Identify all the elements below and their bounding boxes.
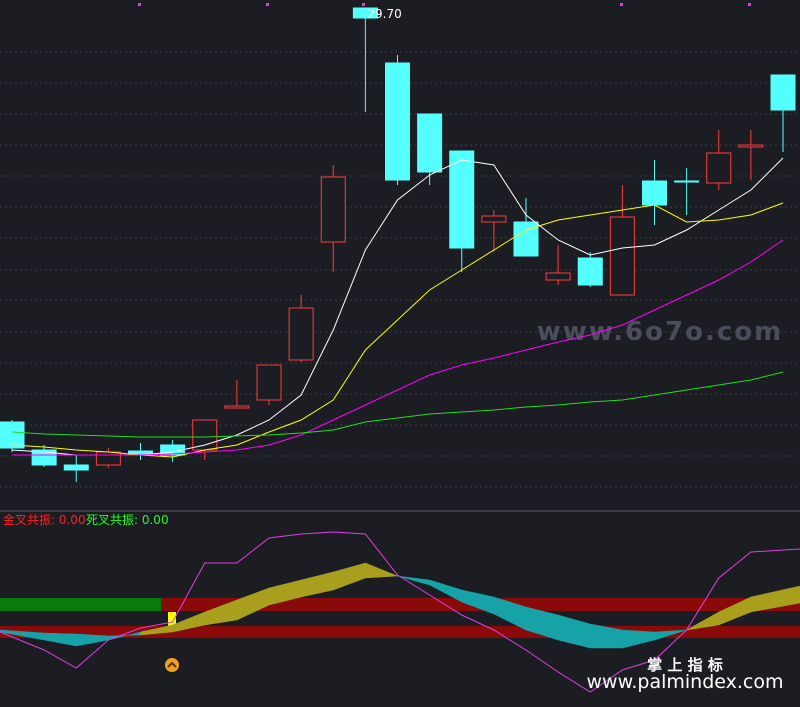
- marker: [620, 3, 623, 6]
- marker: [748, 3, 751, 6]
- candle-body: [288, 307, 314, 361]
- band: [0, 598, 161, 611]
- candle-body: [770, 74, 796, 111]
- candle-body: [481, 215, 507, 223]
- footer-url: www.palmindex.com: [586, 671, 783, 693]
- marker: [138, 3, 141, 6]
- candle-body: [417, 113, 443, 173]
- moving-average: [11, 371, 784, 438]
- death-cross-label: 死叉共振: 0.00: [86, 513, 169, 527]
- moving-average: [12, 239, 784, 456]
- ribbon-segment: [397, 575, 430, 586]
- candle-body: [31, 449, 57, 466]
- footer-title: 掌 上 指 标: [647, 656, 723, 674]
- high-label: 29.70: [367, 7, 401, 21]
- golden-cross-label: 金叉共振: 0.00: [3, 512, 86, 527]
- candle-body: [95, 451, 121, 466]
- candle-body: [385, 62, 410, 181]
- candle-body: [674, 180, 700, 183]
- ribbon-segment: [622, 629, 655, 649]
- ribbon-segment: [300, 571, 334, 598]
- signal-icon-arrow: [167, 661, 177, 668]
- top-markers: [138, 3, 751, 6]
- candle-body: [160, 444, 186, 456]
- candle-body: [577, 257, 603, 286]
- signal-mark: [168, 612, 176, 626]
- watermark: www.6o7o.com: [537, 317, 783, 347]
- candle-body: [256, 364, 282, 401]
- ribbon-segment: [750, 585, 800, 613]
- candle-body: [738, 144, 764, 148]
- candle-body: [224, 405, 250, 409]
- marker: [266, 3, 269, 6]
- candle-body: [320, 176, 346, 243]
- price-panel: 29.70: [0, 7, 796, 482]
- ribbon-segment: [365, 562, 398, 579]
- moving-average: [11, 157, 784, 456]
- signal-icon: [165, 658, 179, 672]
- ribbon-segment: [236, 587, 270, 621]
- candle-body: [449, 150, 475, 249]
- candle-body: [352, 7, 378, 19]
- ribbon-segment: [43, 632, 77, 647]
- candle-body: [545, 272, 571, 281]
- ribbon-segment: [557, 614, 591, 649]
- ribbon-segment: [333, 562, 366, 591]
- candle-body: [0, 421, 25, 449]
- indicator-panel: [0, 531, 800, 693]
- candle-body: [642, 180, 667, 206]
- candle-body: [706, 152, 732, 184]
- candle-body: [63, 464, 89, 471]
- ribbon-segment: [654, 629, 687, 641]
- indicator-line: [0, 531, 800, 693]
- candle-body: [609, 216, 635, 296]
- marker: [362, 3, 365, 6]
